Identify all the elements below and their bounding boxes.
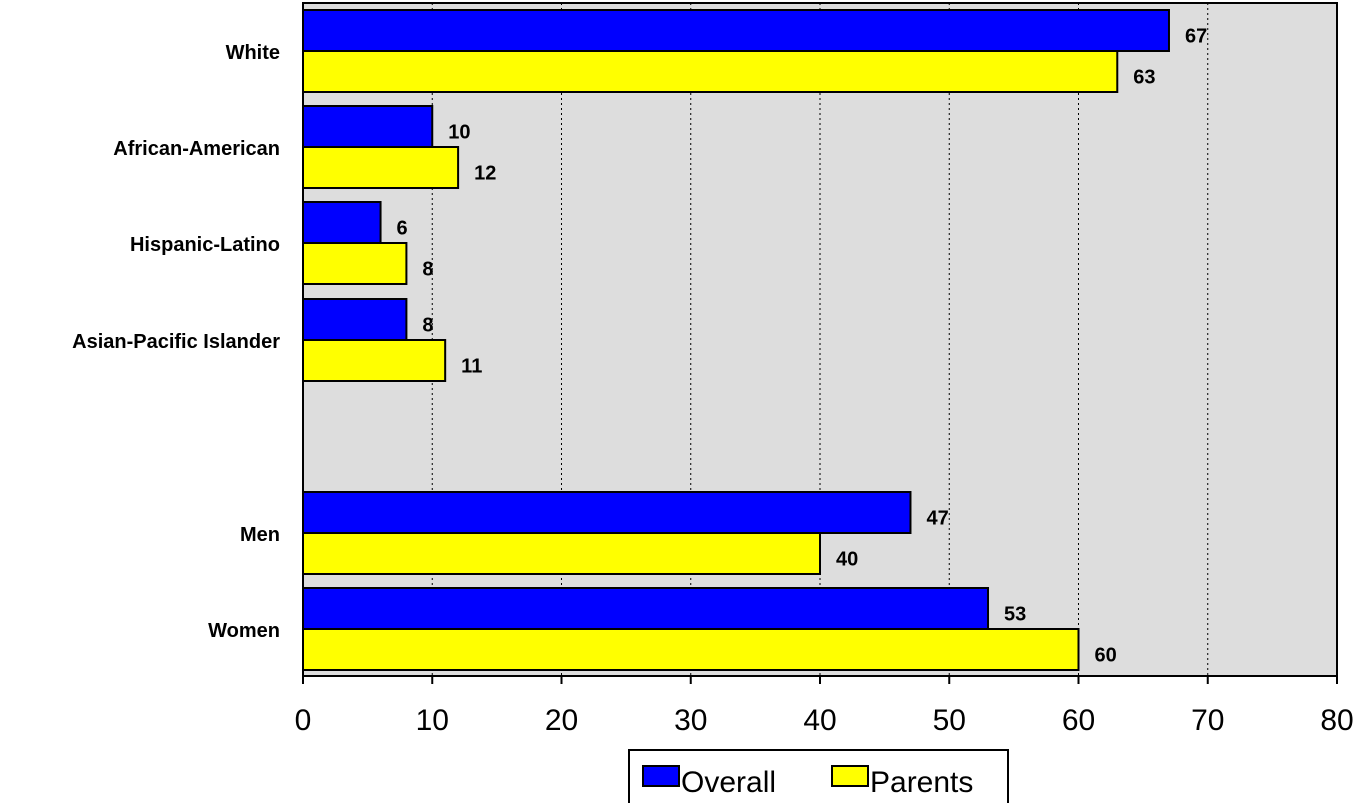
x-tick-label: 80 <box>1320 704 1353 737</box>
category-label: African-American <box>113 138 280 160</box>
x-tick-label: 50 <box>933 704 966 737</box>
data-label: 67 <box>1185 26 1207 48</box>
data-label: 40 <box>836 549 858 571</box>
category-label: Hispanic-Latino <box>130 234 280 256</box>
data-label: 12 <box>474 163 496 185</box>
legend: Overall Parents <box>628 749 1009 803</box>
bars <box>302 9 1170 671</box>
legend-swatch-overall <box>642 765 680 787</box>
x-tick-label: 20 <box>545 704 578 737</box>
data-label: 60 <box>1095 645 1117 667</box>
bar-overall <box>302 201 382 244</box>
data-label: 8 <box>422 259 433 281</box>
bar-parents <box>302 532 821 575</box>
bar-parents <box>302 242 408 285</box>
legend-label-parents: Parents <box>870 766 973 799</box>
x-axis: 0 10 20 30 40 50 60 70 80 <box>295 675 1354 737</box>
category-label: Asian-Pacific Islander <box>72 331 280 353</box>
bar-parents <box>302 628 1080 671</box>
x-tick-label: 40 <box>803 704 836 737</box>
bar-overall <box>302 105 434 148</box>
legend-box <box>628 749 1009 803</box>
x-tick-label: 10 <box>416 704 449 737</box>
data-label: 6 <box>397 218 408 240</box>
bar-overall <box>302 298 408 341</box>
data-label: 8 <box>422 315 433 337</box>
data-label: 47 <box>926 508 948 530</box>
legend-swatch-parents <box>831 765 869 787</box>
x-tick-label: 30 <box>674 704 707 737</box>
data-label: 63 <box>1133 67 1155 89</box>
data-label: 11 <box>461 356 482 378</box>
bar-overall <box>302 9 1170 52</box>
bar-parents <box>302 339 447 382</box>
x-tick-label: 60 <box>1062 704 1095 737</box>
category-label: Women <box>208 620 280 642</box>
x-tick-label: 0 <box>295 704 312 737</box>
bar-overall <box>302 587 990 630</box>
bar-parents <box>302 146 460 189</box>
x-tick-label: 70 <box>1191 704 1224 737</box>
category-labels: White African-American Hispanic-Latino Asia… <box>72 42 280 642</box>
category-label: White <box>226 42 280 64</box>
category-label: Men <box>240 524 280 546</box>
data-label: 10 <box>448 122 470 144</box>
bar-overall <box>302 491 912 534</box>
legend-label-overall: Overall <box>681 766 776 799</box>
data-label: 53 <box>1004 604 1026 626</box>
bar-parents <box>302 50 1119 93</box>
